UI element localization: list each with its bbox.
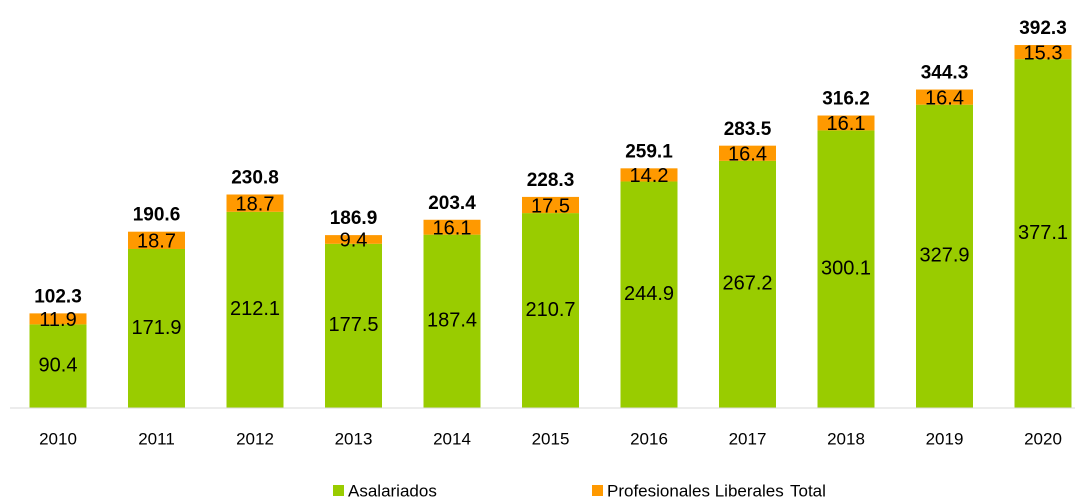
bar-segment: [1014, 59, 1072, 409]
bar-segment: [226, 211, 284, 408]
x-tick-label: 2014: [433, 429, 471, 448]
bar-segment: [423, 234, 481, 408]
data-label: 16.4: [728, 144, 767, 166]
data-label: 377.1: [1018, 222, 1068, 244]
total-label: 344.3: [921, 63, 969, 84]
x-tick-label: 2010: [39, 429, 77, 448]
total-label: 316.2: [822, 89, 870, 110]
total-label: 259.1: [625, 141, 673, 162]
data-label: 327.9: [919, 245, 969, 267]
data-label: 177.5: [328, 314, 378, 336]
data-label: 16.4: [925, 87, 964, 109]
data-label: 11.9: [39, 309, 76, 331]
total-label: 190.6: [133, 205, 181, 226]
bar-segment: [522, 213, 579, 408]
x-tick-label: 2019: [926, 429, 964, 448]
data-label: 18.7: [236, 193, 275, 215]
data-label: 212.1: [230, 298, 280, 320]
data-label: 244.9: [624, 283, 674, 305]
total-label: 102.3: [34, 286, 82, 307]
bar-segment: [620, 181, 678, 408]
total-label: 392.3: [1019, 18, 1067, 39]
bar-segment: [522, 196, 579, 214]
x-tick-label: 2012: [236, 429, 274, 448]
bar-segment: [29, 324, 87, 408]
data-label: 14.2: [630, 165, 669, 187]
data-label: 187.4: [427, 310, 477, 332]
bar-segment: [226, 194, 284, 212]
bar-segment: [128, 231, 185, 249]
bar-segment: [916, 89, 973, 105]
total-label: 186.9: [330, 208, 378, 229]
bar-segment: [325, 235, 382, 244]
total-label: 230.8: [231, 168, 279, 189]
x-tick-label: 2020: [1024, 429, 1062, 448]
total-label: 228.3: [527, 170, 575, 191]
data-label: 15.3: [1024, 42, 1063, 64]
bar-segment: [1014, 45, 1072, 60]
bar-segment: [325, 243, 382, 408]
x-tick-label: 2017: [729, 429, 767, 448]
data-label: 171.9: [131, 317, 181, 339]
x-tick-label: 2011: [138, 429, 175, 448]
bar-segment: [916, 104, 973, 408]
data-label: 267.2: [722, 273, 772, 295]
bar-segment: [620, 168, 678, 182]
bar-segment: [719, 160, 776, 408]
data-label: 17.5: [531, 195, 570, 217]
bar-segment: [423, 219, 481, 235]
x-tick-label: 2016: [630, 429, 668, 448]
data-label: 9.4: [340, 230, 368, 252]
data-label: 90.4: [39, 354, 78, 376]
total-label: 203.4: [428, 193, 476, 214]
legend-label: Asalariados: [348, 481, 437, 500]
bar-segment: [128, 248, 185, 408]
x-tick-label: 2015: [532, 429, 570, 448]
bar-segment: [817, 130, 875, 408]
x-tick-label: 2013: [335, 429, 373, 448]
data-label: 16.1: [827, 113, 866, 135]
data-label: 300.1: [821, 257, 871, 279]
legend-label: Profesionales Liberales: [607, 481, 784, 500]
data-label: 210.7: [525, 299, 575, 321]
total-label: 283.5: [724, 119, 772, 140]
data-label: 18.7: [137, 231, 176, 253]
bar-segment: [719, 145, 776, 161]
bar-segment: [29, 313, 87, 325]
x-tick-label: 2018: [827, 429, 865, 448]
bar-segment: [817, 115, 875, 131]
legend-label: Total: [790, 481, 826, 500]
legend-swatch: [592, 485, 603, 496]
legend-swatch: [333, 485, 344, 496]
data-label: 16.1: [433, 217, 472, 239]
